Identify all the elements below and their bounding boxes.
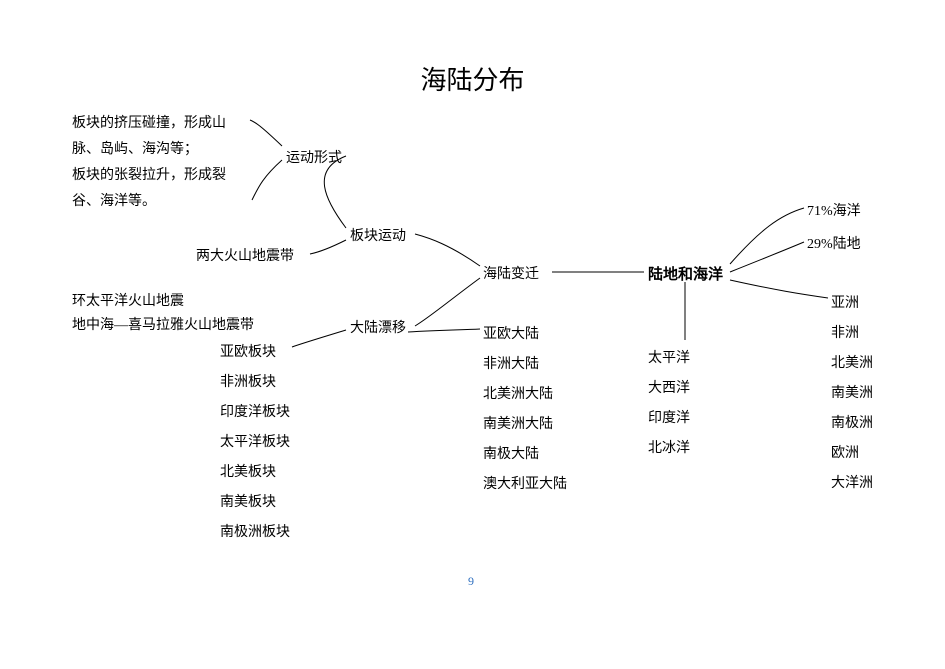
node-belts-label: 两大火山地震带 <box>196 245 294 265</box>
list-plates: 亚欧板块 非洲板块 印度洋板块 太平洋板块 北美板块 南美板块 南极洲板块 <box>220 338 290 548</box>
list-oceans: 太平洋 大西洋 印度洋 北冰洋 <box>648 344 690 464</box>
page-number: 9 <box>468 574 474 589</box>
page-title: 海陆分布 <box>0 60 945 97</box>
node-continental-drift: 大陆漂移 <box>350 317 406 337</box>
node-percent-land: 29%陆地 <box>807 233 861 253</box>
list-continents: 亚洲 非洲 北美洲 南美洲 南极洲 欧洲 大洋洲 <box>831 289 873 499</box>
node-plate-movement: 板块运动 <box>350 225 406 245</box>
node-movement-form-desc: 板块的挤压碰撞，形成山 脉、岛屿、海沟等； 板块的张裂拉升，形成裂 谷、海洋等。 <box>72 111 226 215</box>
node-movement-form: 运动形式 <box>286 147 342 167</box>
node-belts-detail: 环太平洋火山地震 地中海—喜马拉雅火山地震带 <box>72 290 254 338</box>
node-percent-ocean: 71%海洋 <box>807 200 861 220</box>
node-center: 陆地和海洋 <box>648 263 723 284</box>
list-landmasses: 亚欧大陆 非洲大陆 北美洲大陆 南美洲大陆 南极大陆 澳大利亚大陆 <box>483 320 567 500</box>
node-hailu-bianqian: 海陆变迁 <box>483 263 539 283</box>
